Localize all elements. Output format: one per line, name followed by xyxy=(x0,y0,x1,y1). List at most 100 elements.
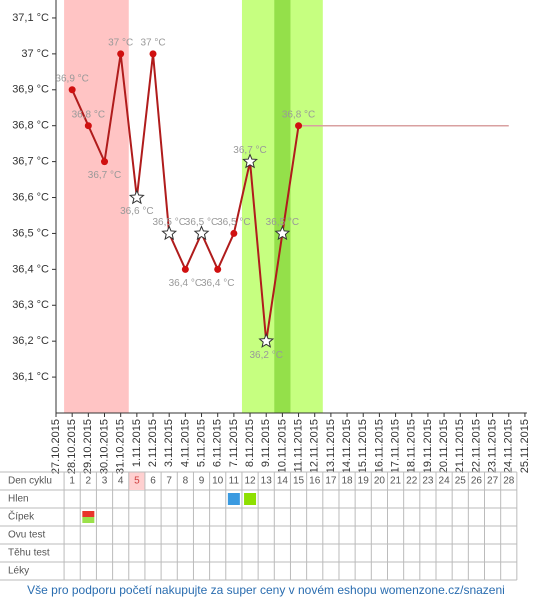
cell-mark xyxy=(244,493,257,505)
y-tick-label: 36,5 °C xyxy=(12,227,49,239)
x-tick-label: 29.10.2015 xyxy=(82,419,94,474)
x-tick-label: 18.11.2015 xyxy=(406,419,418,473)
day-number: 10 xyxy=(212,476,224,487)
dot-marker xyxy=(101,158,109,166)
star-marker xyxy=(128,189,145,205)
value-label: 36,2 °C xyxy=(249,350,282,361)
row-label: Léky xyxy=(8,566,29,577)
value-label: 36,4 °C xyxy=(169,278,202,289)
value-label: 36,7 °C xyxy=(88,170,121,181)
day-number: 25 xyxy=(455,476,467,487)
x-tick-label: 28.10.2015 xyxy=(66,419,78,474)
day-number: 1 xyxy=(69,476,75,487)
y-tick-label: 36,9 °C xyxy=(12,84,49,96)
x-tick-label: 9.11.2015 xyxy=(260,419,272,467)
y-tick-label: 37,1 °C xyxy=(12,12,49,24)
dot-marker xyxy=(117,50,125,58)
x-tick-label: 10.11.2015 xyxy=(276,419,288,473)
cell-mark xyxy=(82,517,95,523)
y-tick-label: 36,3 °C xyxy=(12,299,49,311)
x-tick-label: 19.11.2015 xyxy=(422,419,434,473)
day-number: 4 xyxy=(118,476,124,487)
y-tick-label: 37 °C xyxy=(21,48,49,60)
y-tick-label: 36,2 °C xyxy=(12,335,49,347)
cell-mark xyxy=(82,511,95,517)
x-tick-label: 8.11.2015 xyxy=(244,419,256,467)
x-tick-label: 27.10.2015 xyxy=(50,419,62,474)
dot-marker xyxy=(214,265,222,273)
day-number: 14 xyxy=(277,476,289,487)
x-tick-label: 6.11.2015 xyxy=(212,419,224,467)
x-tick-label: 20.11.2015 xyxy=(438,419,450,473)
x-tick-label: 21.11.2015 xyxy=(454,419,466,473)
x-tick-label: 22.11.2015 xyxy=(470,419,482,473)
day-number: 24 xyxy=(439,476,451,487)
value-label: 36,5 °C xyxy=(152,217,185,228)
row-label: Den cyklu xyxy=(8,476,52,487)
row-label: Těhu test xyxy=(8,548,50,559)
day-number: 16 xyxy=(309,476,321,487)
day-number: 5 xyxy=(134,476,140,487)
x-tick-label: 23.11.2015 xyxy=(486,419,498,473)
dot-marker xyxy=(68,86,76,94)
x-tick-label: 16.11.2015 xyxy=(373,419,385,473)
day-number: 19 xyxy=(358,476,370,487)
row-label: Ovu test xyxy=(8,530,45,541)
day-number: 11 xyxy=(229,476,240,487)
value-label: 36,8 °C xyxy=(72,109,105,120)
dot-marker xyxy=(230,229,238,237)
dot-marker xyxy=(149,50,157,58)
x-tick-label: 24.11.2015 xyxy=(503,419,515,473)
day-number: 13 xyxy=(261,476,273,487)
value-label: 36,5 °C xyxy=(217,217,250,228)
value-label: 36,4 °C xyxy=(201,278,234,289)
value-label: 36,9 °C xyxy=(55,73,88,84)
x-tick-label: 15.11.2015 xyxy=(357,419,369,473)
x-tick-label: 31.10.2015 xyxy=(115,419,127,474)
footer-link[interactable]: Vše pro podporu početí nakupujte za supe… xyxy=(27,583,505,597)
value-label: 36,5 °C xyxy=(266,217,299,228)
value-label: 36,5 °C xyxy=(185,217,218,228)
x-tick-label: 25.11.2015 xyxy=(519,419,531,473)
x-tick-label: 12.11.2015 xyxy=(309,419,321,473)
day-number: 8 xyxy=(183,476,189,487)
day-number: 18 xyxy=(341,476,353,487)
x-tick-label: 17.11.2015 xyxy=(389,419,401,473)
day-number: 28 xyxy=(503,476,515,487)
day-number: 3 xyxy=(102,476,108,487)
x-tick-label: 13.11.2015 xyxy=(325,419,337,473)
x-tick-label: 2.11.2015 xyxy=(147,419,159,467)
day-number: 2 xyxy=(86,476,92,487)
cell-mark xyxy=(227,493,240,505)
highlight-cell xyxy=(128,472,145,490)
x-tick-label: 11.11.2015 xyxy=(292,419,304,472)
row-label: Čípek xyxy=(8,510,35,523)
x-tick-label: 5.11.2015 xyxy=(195,419,207,467)
y-tick-label: 36,6 °C xyxy=(12,191,49,203)
y-tick-label: 36,1 °C xyxy=(12,371,49,383)
day-number: 21 xyxy=(390,476,402,487)
x-tick-label: 30.10.2015 xyxy=(98,419,110,474)
day-number: 26 xyxy=(471,476,483,487)
day-number: 27 xyxy=(487,476,499,487)
y-tick-label: 36,7 °C xyxy=(12,156,49,168)
value-label: 37 °C xyxy=(140,38,165,49)
y-tick-label: 36,8 °C xyxy=(12,120,49,132)
day-number: 12 xyxy=(244,476,256,487)
dot-marker xyxy=(295,122,303,130)
day-number: 20 xyxy=(374,476,386,487)
x-tick-label: 3.11.2015 xyxy=(163,419,175,467)
x-tick-label: 14.11.2015 xyxy=(341,419,353,473)
day-number: 7 xyxy=(166,476,172,487)
day-number: 15 xyxy=(293,476,305,487)
dot-marker xyxy=(181,265,189,273)
x-tick-label: 4.11.2015 xyxy=(179,419,191,467)
star-marker xyxy=(242,153,258,169)
star-marker xyxy=(193,225,210,241)
day-number: 17 xyxy=(325,476,337,487)
day-number: 23 xyxy=(422,476,434,487)
value-label: 36,7 °C xyxy=(233,145,266,156)
dot-marker xyxy=(84,122,92,130)
day-number: 6 xyxy=(150,476,156,487)
